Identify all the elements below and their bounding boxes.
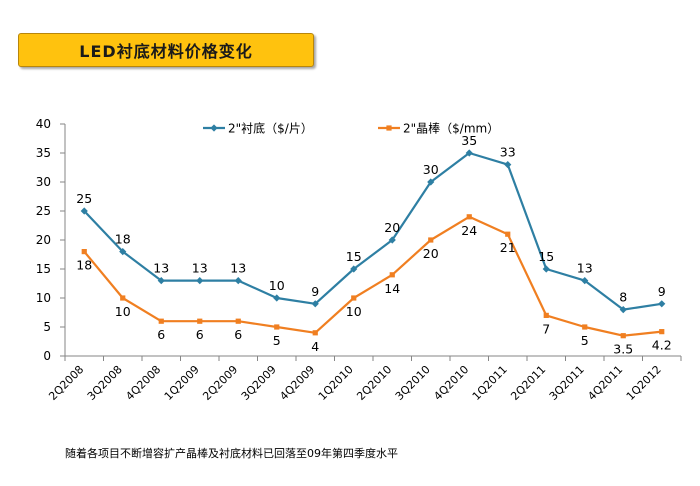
legend-label-2: 2"晶棒（$/mm） — [403, 122, 499, 136]
series-1-data-label: 13 — [192, 261, 208, 276]
legend-label-1: 2"衬底（$/片） — [228, 121, 313, 136]
x-tick-label: 1Q2009 — [162, 363, 202, 403]
legend-marker-2 — [386, 125, 392, 131]
series-1-point — [658, 300, 666, 308]
series-2-point — [659, 329, 665, 335]
y-tick-label: 40 — [36, 117, 51, 131]
title-banner: LED衬底材料价格变化 — [18, 33, 314, 67]
series-2-point — [620, 333, 626, 339]
y-tick-label: 30 — [36, 175, 51, 189]
series-1-data-label: 33 — [500, 145, 516, 160]
series-1-data-label: 10 — [269, 278, 285, 293]
series-2-point — [197, 318, 203, 324]
series-2-point — [543, 312, 549, 318]
series-2-data-label: 5 — [273, 333, 281, 348]
x-tick-label: 4Q2009 — [277, 363, 317, 403]
x-tick-label: 2Q2011 — [508, 363, 548, 403]
series-1-data-label: 13 — [153, 261, 169, 276]
y-tick-label: 25 — [36, 204, 51, 218]
series-1-point — [504, 161, 512, 169]
series-2-point — [274, 324, 280, 330]
series-2-point — [158, 318, 164, 324]
x-tick-label: 3Q2008 — [85, 363, 125, 403]
series-2-data-label: 4 — [311, 339, 319, 354]
x-tick-label: 3Q2010 — [393, 363, 433, 403]
series-2-point — [120, 295, 126, 301]
series-1-data-label: 13 — [577, 261, 593, 276]
series-1-data-label: 13 — [230, 261, 246, 276]
x-tick-label: 3Q2011 — [547, 363, 587, 403]
y-tick-label: 20 — [36, 233, 51, 247]
series-1-point — [273, 294, 281, 302]
series-2-point — [466, 214, 472, 220]
series-1-data-label: 15 — [538, 249, 554, 264]
y-tick-label: 5 — [43, 320, 51, 334]
x-tick-label: 2Q2010 — [354, 363, 394, 403]
series-1-data-label: 30 — [423, 162, 439, 177]
series-2-data-label: 10 — [346, 304, 362, 319]
series-1-point — [234, 277, 242, 285]
series-1-data-label: 35 — [461, 133, 477, 148]
series-2-point — [505, 231, 511, 237]
series-2-data-label: 24 — [461, 223, 477, 238]
x-tick-label: 4Q2008 — [123, 363, 163, 403]
series-2-data-label: 7 — [542, 321, 550, 336]
series-1-point — [80, 207, 88, 215]
x-tick-label: 2Q2009 — [200, 363, 240, 403]
series-2-data-label: 10 — [115, 304, 131, 319]
series-2-data-label: 14 — [384, 281, 400, 296]
series-1-data-label: 18 — [115, 232, 131, 247]
series-2-point — [81, 249, 87, 255]
series-1-data-label: 9 — [658, 284, 666, 299]
series-2-data-label: 6 — [196, 327, 204, 342]
x-tick-label: 2Q2008 — [46, 363, 86, 403]
chart-title: LED衬底材料价格变化 — [79, 42, 253, 61]
series-1-data-label: 25 — [76, 191, 92, 206]
series-2-point — [235, 318, 241, 324]
series-1-point — [542, 265, 550, 273]
y-tick-label: 0 — [43, 349, 51, 363]
x-tick-label: 4Q2010 — [431, 363, 471, 403]
series-1-point — [350, 265, 358, 273]
y-tick-label: 10 — [36, 291, 51, 305]
y-tick-label: 35 — [36, 146, 51, 160]
x-tick-label: 1Q2010 — [316, 363, 356, 403]
x-tick-label: 1Q2012 — [624, 363, 664, 403]
series-1-point — [311, 300, 319, 308]
x-tick-label: 3Q2009 — [239, 363, 279, 403]
series-1-point — [427, 178, 435, 186]
series-2-point — [582, 324, 588, 330]
series-2-point — [312, 330, 318, 336]
series-1-point — [196, 277, 204, 285]
series-2-data-label: 3.5 — [613, 342, 633, 357]
series-1-point — [388, 236, 396, 244]
series-1-point — [581, 277, 589, 285]
series-2-data-label: 18 — [76, 258, 92, 273]
series-2-point — [428, 237, 434, 243]
footnote: 随着各项目不断增容扩产晶棒及衬底材料已回落至09年第四季度水平 — [65, 447, 398, 460]
series-2-point — [351, 295, 357, 301]
series-2-data-label: 6 — [157, 327, 165, 342]
series-1-data-label: 15 — [346, 249, 362, 264]
series-1-point — [465, 149, 473, 157]
series-1-data-label: 9 — [311, 284, 319, 299]
series-2-data-label: 5 — [581, 333, 589, 348]
series-1-point — [157, 277, 165, 285]
series-2-point — [389, 272, 395, 278]
series-2-data-label: 20 — [423, 246, 439, 261]
x-tick-label: 4Q2011 — [585, 363, 625, 403]
series-line-1 — [83, 151, 662, 311]
x-tick-label: 1Q2011 — [470, 363, 510, 403]
series-2-data-label: 21 — [500, 240, 516, 255]
series-1-point — [119, 248, 127, 256]
series-2-data-label: 6 — [234, 327, 242, 342]
series-1-data-label: 8 — [619, 290, 627, 305]
legend-marker-1 — [210, 124, 218, 132]
series-1-data-label: 20 — [384, 220, 400, 235]
series-2-data-label: 4.2 — [652, 338, 672, 353]
series-1-point — [619, 306, 627, 314]
y-tick-label: 15 — [36, 262, 51, 276]
series-line-2 — [83, 215, 662, 337]
